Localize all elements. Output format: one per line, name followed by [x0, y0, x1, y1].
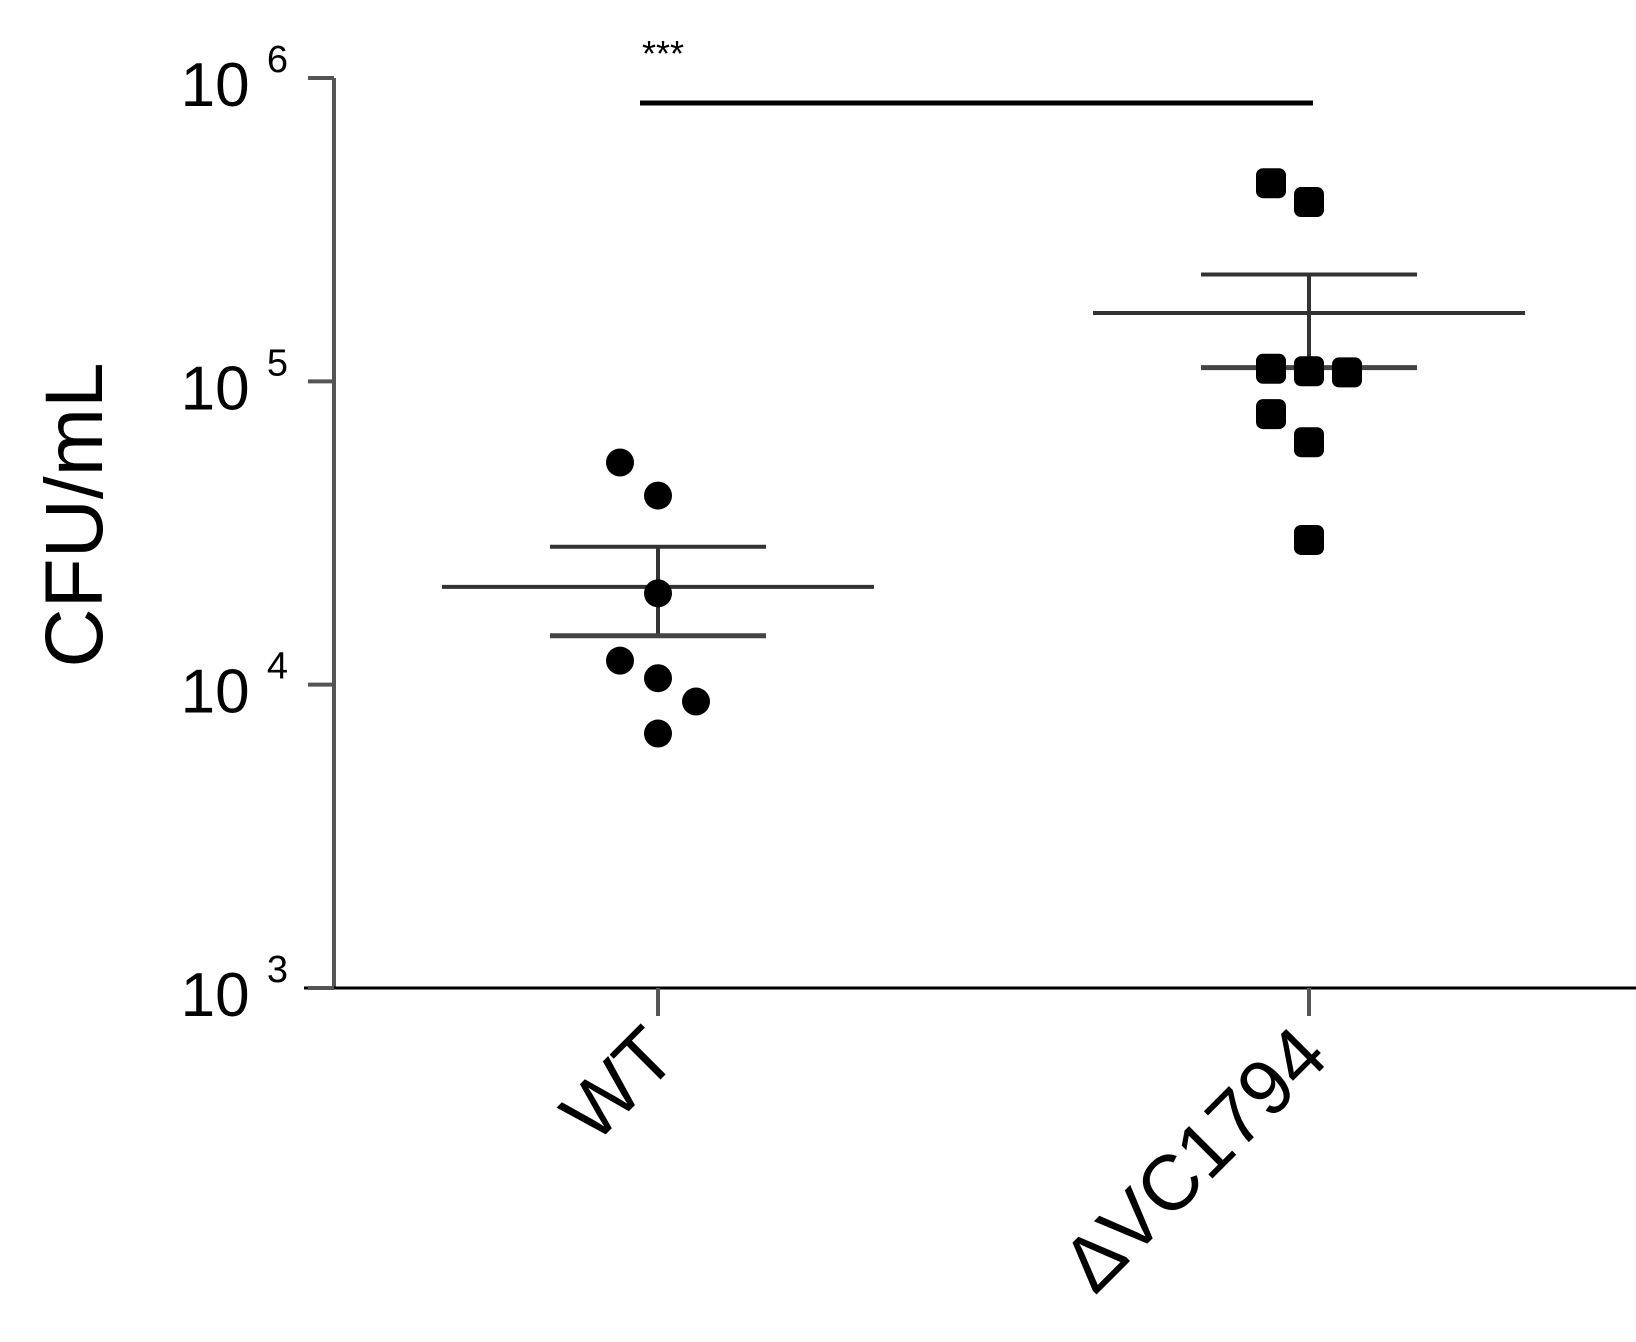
data-points: [606, 168, 1362, 748]
y-tick-label-0: 10 3: [181, 949, 288, 1030]
y-tick-label-1: 10 4: [181, 646, 288, 727]
data-point-1-6: [1294, 427, 1324, 458]
data-point-1-0: [1256, 168, 1286, 199]
y-tick-label-3: 10 6: [181, 39, 288, 120]
significance-label: ***: [642, 33, 684, 74]
data-point-0-6: [644, 719, 672, 748]
data-point-0-2: [644, 579, 672, 608]
data-point-1-2: [1256, 353, 1286, 384]
data-point-0-0: [606, 448, 634, 477]
x-tick-label-0: WT: [544, 1010, 692, 1158]
data-point-0-3: [606, 646, 634, 675]
data-point-0-4: [644, 664, 672, 693]
x-ticks: WT ΔVC1794: [544, 988, 1343, 1308]
data-point-1-3: [1294, 356, 1324, 387]
data-point-1-4: [1332, 357, 1362, 388]
data-point-1-1: [1294, 187, 1324, 218]
data-point-0-5: [682, 687, 710, 716]
y-tick-label-2: 10 5: [181, 342, 288, 423]
data-point-0-1: [644, 481, 672, 510]
data-point-1-7: [1294, 524, 1324, 555]
y-axis-label: CFU/mL: [29, 362, 120, 667]
significance-bracket: ***: [640, 33, 1313, 106]
y-ticks: 10 3 10 4 10 5 10 6: [181, 39, 334, 1030]
mean-sem-bars: [442, 272, 1525, 639]
x-tick-label-1: ΔVC1794: [1045, 1010, 1343, 1308]
data-point-1-5: [1256, 399, 1286, 430]
